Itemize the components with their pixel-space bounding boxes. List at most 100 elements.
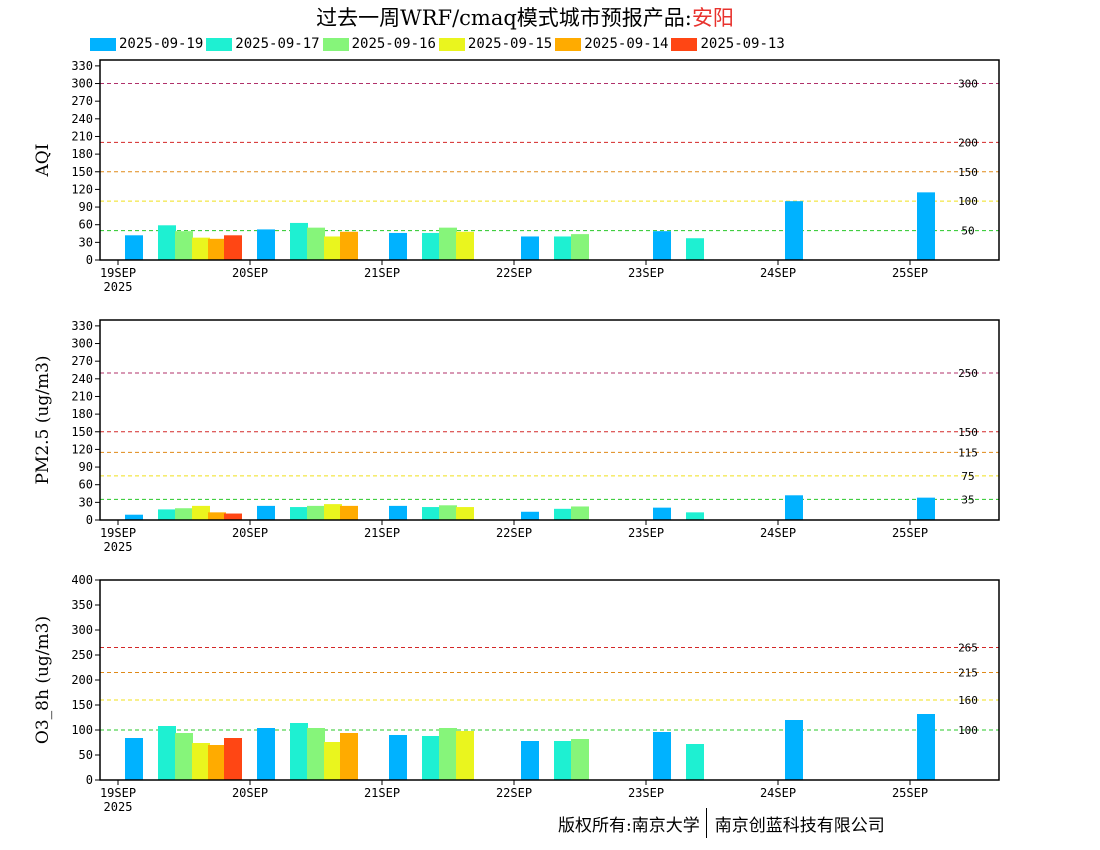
bar <box>554 741 572 780</box>
bar <box>653 507 671 520</box>
bar <box>422 232 440 260</box>
bar <box>224 235 242 260</box>
y-tick-label: 300 <box>71 337 93 351</box>
bar <box>785 495 803 520</box>
bar <box>307 505 325 520</box>
legend-swatch <box>555 37 582 51</box>
legend-swatch <box>438 37 465 51</box>
bar <box>456 731 474 780</box>
bar <box>192 743 210 780</box>
x-tick-label: 24SEP <box>760 526 796 540</box>
bar <box>571 506 589 520</box>
threshold-label: 250 <box>958 367 978 380</box>
bar <box>340 505 358 520</box>
x-tick-label: 25SEP <box>892 786 928 800</box>
legend-swatch <box>671 37 698 51</box>
threshold-label: 50 <box>961 225 974 238</box>
bar <box>571 234 589 260</box>
bar <box>917 714 935 780</box>
legend-label: 2025-09-13 <box>700 36 785 52</box>
y-tick-label: 120 <box>71 182 93 196</box>
bar <box>439 505 457 520</box>
bar <box>917 192 935 260</box>
bar <box>125 514 143 520</box>
bar <box>290 723 308 780</box>
legend: 2025-09-19 2025-09-17 2025-09-16 2025-09-15… <box>90 35 788 53</box>
bar <box>554 236 572 260</box>
threshold-label: 160 <box>958 694 978 707</box>
y-tick-label: 240 <box>71 372 93 386</box>
legend-label: 2025-09-14 <box>584 36 669 52</box>
copyright-left: 版权所有:南京大学 <box>558 815 700 836</box>
bar <box>389 735 407 780</box>
x-tick-label: 19SEP <box>100 526 136 540</box>
y-tick-label: 180 <box>71 147 93 161</box>
plot-frame <box>99 59 1000 261</box>
bar <box>175 733 193 780</box>
bar <box>389 232 407 260</box>
bar <box>439 227 457 260</box>
y-tick-label: 30 <box>79 495 93 509</box>
bar <box>158 726 176 780</box>
y-tick-label: 0 <box>86 513 93 527</box>
bar <box>389 505 407 520</box>
legend-swatch <box>322 37 349 51</box>
threshold-label: 265 <box>958 642 978 655</box>
x-tick-label: 21SEP <box>364 266 400 280</box>
threshold-label: 200 <box>958 136 978 149</box>
bar <box>785 720 803 780</box>
bar <box>554 508 572 520</box>
y-axis-title: O3_8h (ug/m3) <box>33 616 53 744</box>
bar <box>125 738 143 780</box>
threshold-label: 115 <box>958 446 978 459</box>
x-tick-label: 22SEP <box>496 266 532 280</box>
y-tick-label: 120 <box>71 442 93 456</box>
bar <box>192 505 210 520</box>
y-tick-label: 300 <box>71 77 93 91</box>
bar <box>439 728 457 780</box>
bar <box>521 741 539 780</box>
x-tick-label: 22SEP <box>496 786 532 800</box>
y-tick-label: 100 <box>71 723 93 737</box>
y-tick-label: 180 <box>71 407 93 421</box>
bar <box>686 744 704 780</box>
y-tick-label: 330 <box>71 59 93 73</box>
bar <box>175 508 193 520</box>
title-prefix: 过去一周WRF/cmaq模式城市预报产品: <box>316 6 692 30</box>
bar <box>324 504 342 520</box>
copyright-footer: 版权所有:南京大学 南京创蓝科技有限公司 <box>558 808 885 838</box>
legend-swatch <box>90 37 116 51</box>
x-tick-label: 25SEP <box>892 266 928 280</box>
bar <box>175 231 193 260</box>
threshold-label: 150 <box>958 426 978 439</box>
bar <box>521 236 539 260</box>
bar <box>307 227 325 260</box>
bar <box>224 738 242 780</box>
threshold-label: 150 <box>958 166 978 179</box>
legend-item: 2025-09-16 <box>322 35 436 53</box>
x-tick-label: 19SEP <box>100 786 136 800</box>
legend-label: 2025-09-17 <box>235 36 320 52</box>
y-tick-label: 30 <box>79 235 93 249</box>
bar <box>686 512 704 520</box>
bar <box>290 222 308 260</box>
legend-item: 2025-09-14 <box>555 35 668 53</box>
y-tick-label: 90 <box>79 460 93 474</box>
legend-item: 2025-09-17 <box>206 35 320 53</box>
y-axis-title: AQI <box>33 144 53 178</box>
bar <box>208 512 226 520</box>
legend-label: 2025-09-15 <box>467 36 553 52</box>
threshold-label: 100 <box>958 724 978 737</box>
y-tick-label: 150 <box>71 165 93 179</box>
threshold-label: 35 <box>961 493 974 506</box>
bar <box>686 238 704 260</box>
y-tick-label: 240 <box>71 112 93 126</box>
bar <box>653 231 671 260</box>
x-year-label: 2025 <box>104 280 133 294</box>
legend-item: 2025-09-19 <box>90 35 203 53</box>
y-tick-label: 250 <box>71 648 93 662</box>
x-tick-label: 19SEP <box>100 266 136 280</box>
bar <box>208 745 226 780</box>
x-tick-label: 24SEP <box>760 786 796 800</box>
